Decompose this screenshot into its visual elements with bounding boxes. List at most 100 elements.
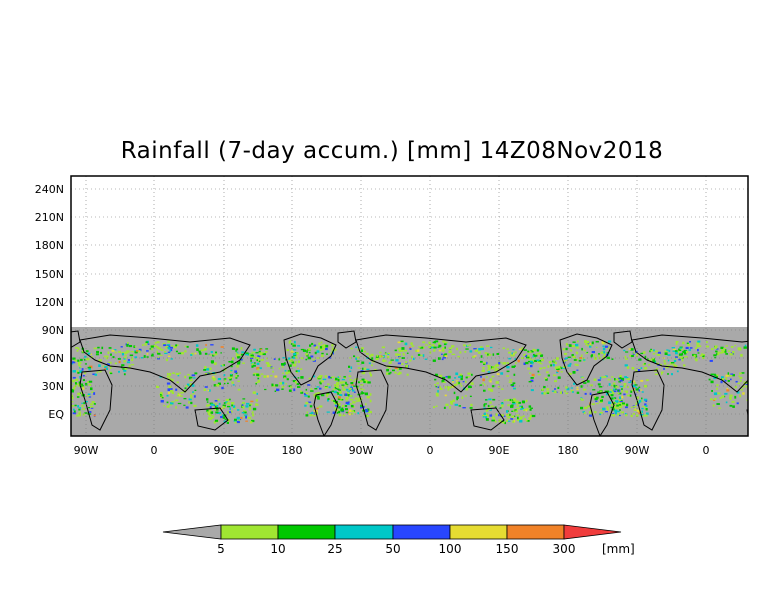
rain-cell bbox=[580, 355, 583, 358]
rain-cell bbox=[370, 353, 374, 357]
rain-cell bbox=[242, 362, 245, 364]
rain-cell bbox=[167, 391, 170, 395]
rain-cell bbox=[210, 351, 213, 354]
rain-cell bbox=[769, 371, 772, 373]
rain-cell bbox=[292, 380, 296, 383]
rain-cell bbox=[638, 400, 642, 403]
rain-cell bbox=[215, 353, 218, 356]
rain-cell bbox=[222, 406, 226, 409]
rain-cell bbox=[274, 390, 277, 392]
rain-cell bbox=[444, 394, 447, 397]
rain-cell bbox=[59, 394, 61, 397]
rain-cell bbox=[257, 359, 260, 362]
rain-cell bbox=[345, 396, 349, 399]
rain-cell bbox=[623, 385, 626, 388]
rain-cell bbox=[459, 373, 463, 376]
rain-cell bbox=[773, 409, 775, 412]
rain-cell bbox=[369, 372, 372, 375]
rain-cell bbox=[96, 371, 99, 374]
rain-cell bbox=[643, 367, 648, 370]
rain-cell bbox=[537, 361, 541, 363]
rain-cell bbox=[686, 342, 689, 345]
rain-cell bbox=[758, 388, 760, 390]
colorbar-level-label: 10 bbox=[270, 542, 285, 556]
rain-cell bbox=[714, 374, 717, 377]
rain-cell bbox=[430, 346, 434, 349]
rain-cell bbox=[546, 388, 550, 391]
rain-cell bbox=[188, 401, 190, 404]
rain-cell bbox=[555, 366, 559, 369]
rain-cell bbox=[72, 370, 76, 373]
rain-cell bbox=[350, 366, 353, 369]
rain-cell bbox=[581, 347, 583, 351]
rain-cell bbox=[441, 379, 445, 383]
rain-cell bbox=[356, 385, 359, 388]
rain-cell bbox=[434, 378, 437, 381]
rain-cell bbox=[305, 358, 308, 361]
rain-cell bbox=[608, 401, 612, 405]
rain-cell bbox=[531, 362, 534, 365]
rain-cell bbox=[362, 405, 365, 408]
lat-tick-label: 90N bbox=[42, 324, 64, 337]
rain-cell bbox=[526, 419, 528, 422]
rain-cell bbox=[156, 386, 160, 388]
rain-cell bbox=[644, 414, 648, 417]
rain-cell bbox=[714, 357, 717, 359]
rain-cell bbox=[236, 364, 239, 368]
rain-cell bbox=[530, 350, 534, 353]
rain-cell bbox=[509, 379, 513, 381]
rain-cell bbox=[619, 396, 621, 400]
rain-cell bbox=[87, 352, 91, 355]
rain-cell bbox=[453, 383, 456, 387]
rain-cell bbox=[316, 350, 320, 353]
rain-cell bbox=[351, 384, 354, 386]
rain-cell bbox=[362, 389, 365, 391]
rain-cell bbox=[405, 361, 408, 364]
rain-cell bbox=[93, 392, 96, 395]
rain-cell bbox=[758, 367, 761, 369]
rain-cell bbox=[157, 356, 160, 359]
rain-cell bbox=[736, 391, 740, 394]
rain-cell bbox=[626, 366, 630, 369]
rain-cell bbox=[582, 388, 587, 391]
rain-cell bbox=[89, 353, 92, 355]
rain-cell bbox=[565, 343, 568, 346]
rain-cell bbox=[648, 359, 651, 362]
rain-cell bbox=[161, 396, 164, 399]
rain-cell bbox=[507, 404, 510, 407]
rain-cell bbox=[530, 379, 534, 382]
rain-cell bbox=[601, 351, 606, 354]
rain-cell bbox=[343, 377, 347, 379]
rain-cell bbox=[485, 409, 489, 412]
rain-cell bbox=[127, 361, 130, 364]
rain-cell bbox=[226, 402, 230, 405]
rain-cell bbox=[507, 420, 511, 422]
rain-cell bbox=[522, 407, 525, 410]
rain-cell bbox=[496, 373, 500, 376]
rain-cell bbox=[208, 408, 211, 411]
rain-cell bbox=[725, 374, 729, 377]
rain-cell bbox=[626, 403, 629, 407]
rain-cell bbox=[772, 380, 774, 382]
rain-cell bbox=[235, 372, 238, 375]
rain-cell bbox=[712, 404, 715, 407]
rain-cell bbox=[608, 393, 612, 396]
rain-cell bbox=[87, 366, 91, 369]
rain-cell bbox=[764, 401, 767, 402]
rain-cell bbox=[500, 372, 504, 375]
rain-cell bbox=[134, 356, 138, 359]
rain-cell bbox=[80, 358, 83, 362]
rain-cell bbox=[271, 383, 274, 387]
rain-cell bbox=[188, 398, 192, 401]
rain-cell bbox=[300, 348, 305, 351]
rain-cell bbox=[626, 386, 629, 388]
rain-cell bbox=[347, 394, 350, 397]
rain-cell bbox=[586, 341, 590, 344]
rain-cell bbox=[64, 414, 67, 416]
rain-cell bbox=[268, 364, 272, 367]
rain-cell bbox=[760, 388, 762, 391]
rain-cell bbox=[235, 352, 238, 355]
rain-cell bbox=[615, 386, 619, 388]
rain-cell bbox=[541, 388, 544, 391]
rain-cell bbox=[322, 378, 327, 381]
